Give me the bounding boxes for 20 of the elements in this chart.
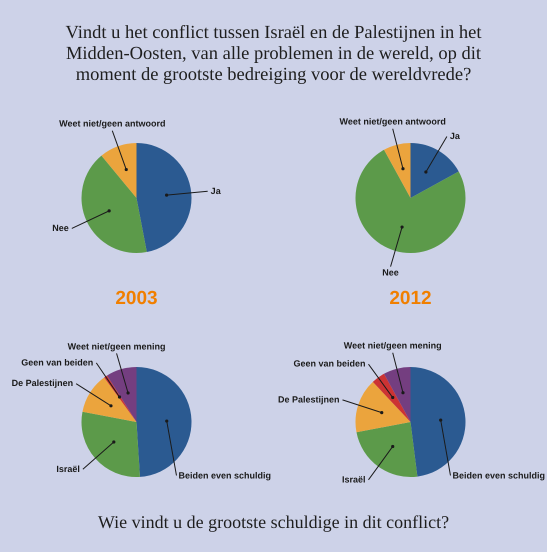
slice-label: Israël bbox=[56, 464, 80, 474]
slice-label: Weet niet/geen antwoord bbox=[59, 118, 166, 129]
slice-label: Beiden even schuldig bbox=[178, 470, 272, 480]
slice-label: Ja bbox=[210, 186, 222, 196]
slice-label: Nee bbox=[382, 268, 399, 278]
slice-label: Weet niet/geen antwoord bbox=[340, 116, 446, 127]
slice-label: Nee bbox=[52, 222, 69, 233]
slice-label: Weet niet/geen mening bbox=[68, 341, 166, 352]
slice-label: Ja bbox=[450, 130, 461, 141]
slice-label: Geen van beiden bbox=[293, 358, 366, 369]
slice-label: Beiden even schuldig bbox=[452, 470, 546, 480]
text: 2003 bbox=[114, 288, 159, 310]
slice-label: Israël bbox=[342, 474, 366, 484]
slice-label: De Palestijnen bbox=[278, 394, 340, 404]
slice-label: Weet niet/geen mening bbox=[344, 340, 442, 351]
text: 2012 bbox=[388, 288, 433, 310]
text: Wie vindt u de grootste schuldige in dit conflict? bbox=[96, 512, 450, 533]
slice-label: Geen van beiden bbox=[21, 357, 94, 368]
slice-label: De Palestijnen bbox=[12, 378, 74, 388]
text: Vindt u het conflict tussen Israël en de Palestijnen in het Midden-Oosten, van alle problemen in de wereld, op dit moment de grootste bedreiging voor de wereldvrede? bbox=[64, 23, 483, 86]
